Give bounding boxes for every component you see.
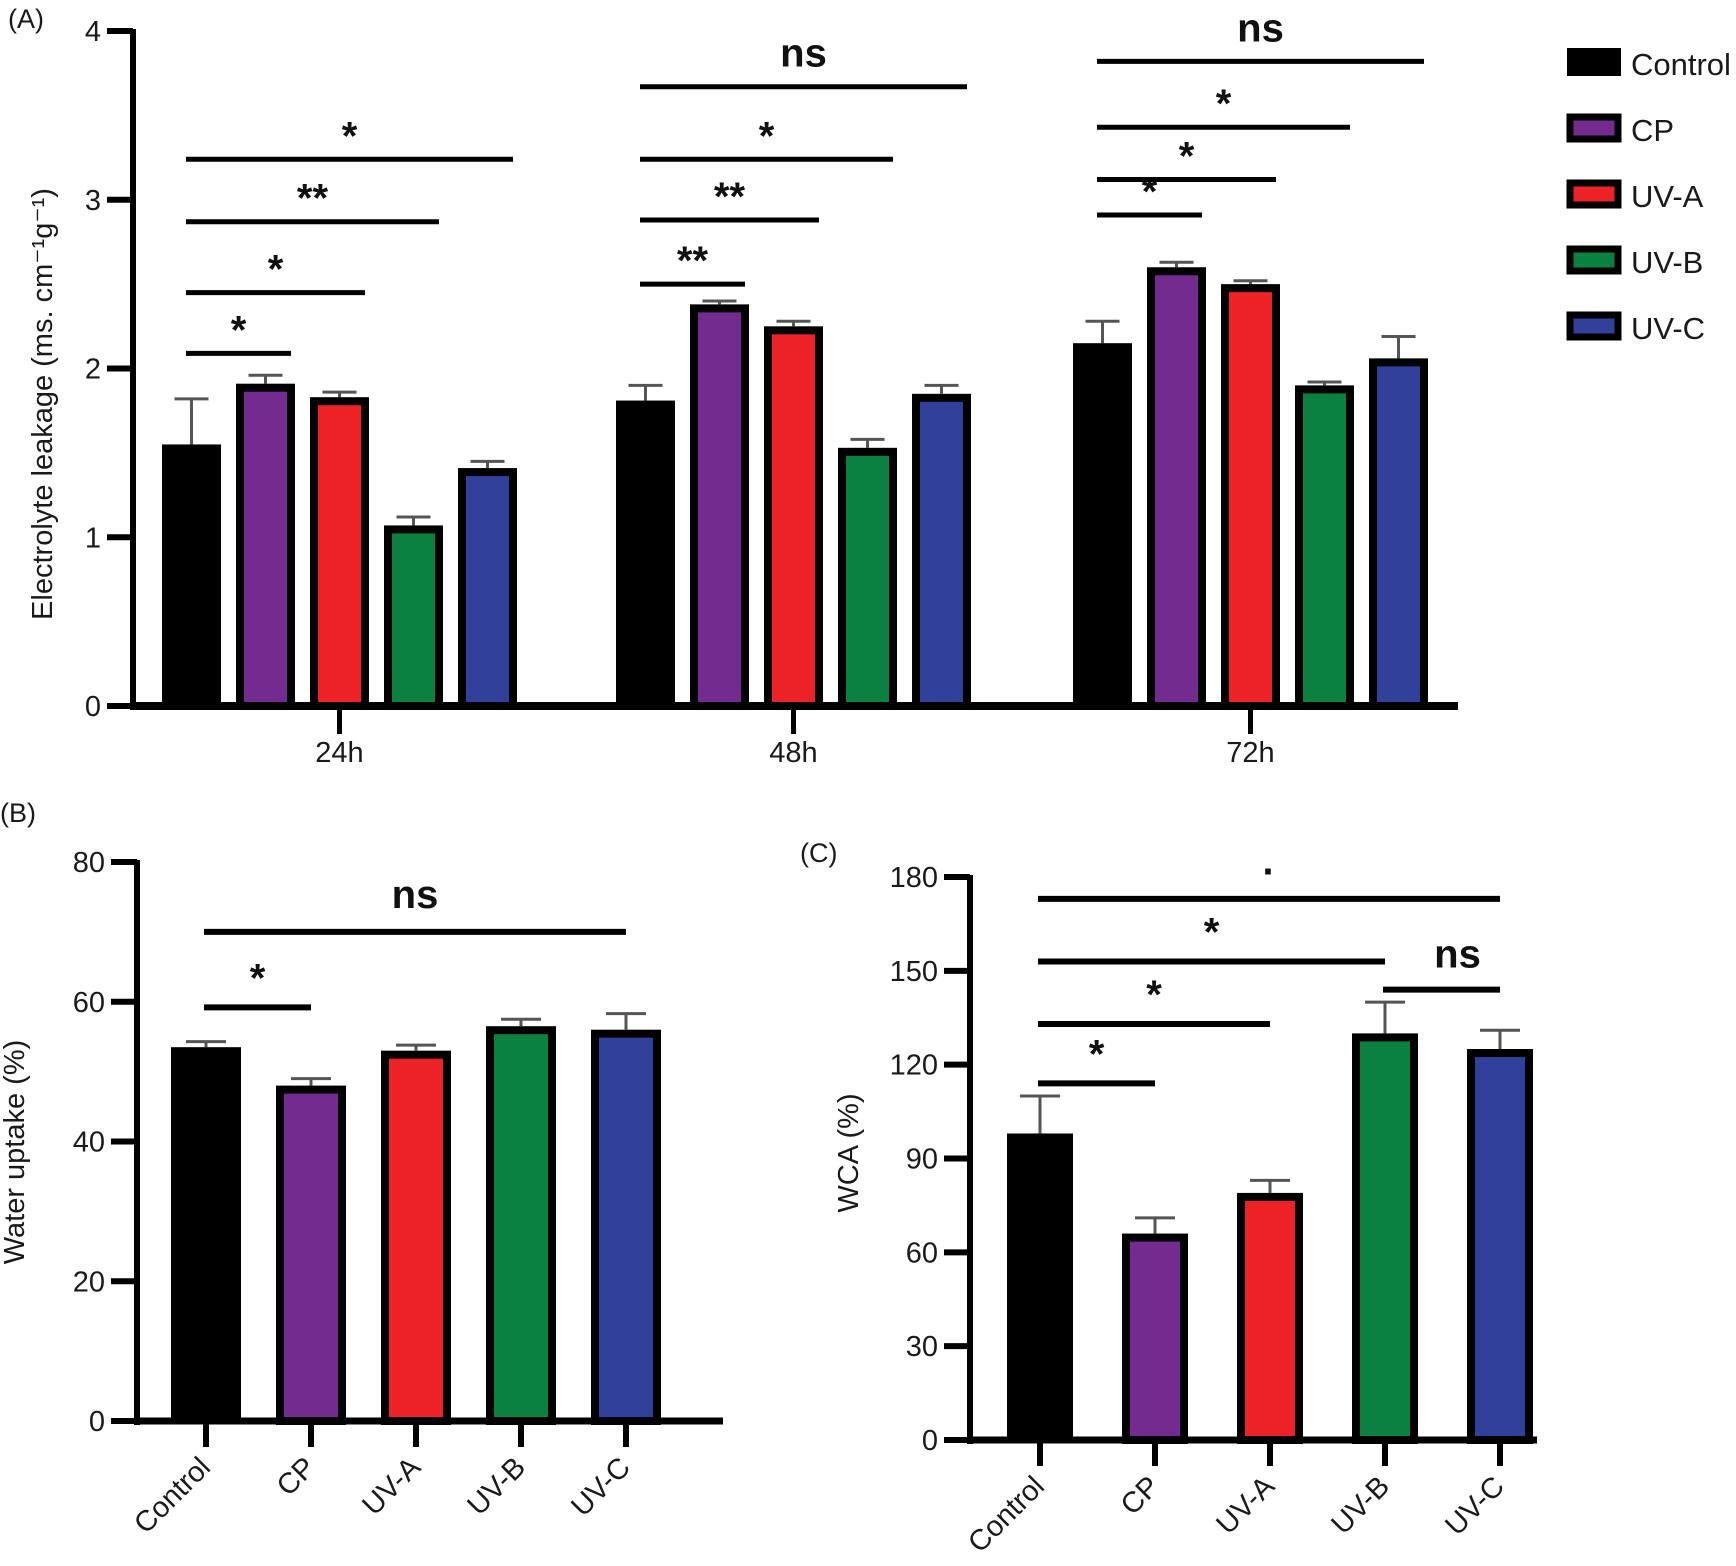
y-axis-label: Electrolyte leakage (ms. cm⁻¹g⁻¹) xyxy=(27,188,59,620)
y-tick-label: 80 xyxy=(73,847,105,879)
y-tick-label: 0 xyxy=(922,1425,938,1457)
significance-label: * xyxy=(231,308,247,352)
y-tick-label: 2 xyxy=(85,354,101,386)
y-tick-label: 0 xyxy=(85,691,101,723)
x-tick-label: UV-C xyxy=(1439,1470,1511,1542)
panel-label: (C) xyxy=(800,838,837,868)
y-tick-label: 1 xyxy=(85,522,101,554)
bar-uv-a-48h xyxy=(764,326,823,710)
bar-cp-72h xyxy=(1147,267,1206,710)
significance-label: * xyxy=(342,114,358,158)
significance-label: ns xyxy=(392,873,439,917)
y-tick-label: 20 xyxy=(73,1266,105,1298)
panel-a: (A) 0 1 2 3 4 Electrolyte leakage (ms. cm⁻¹g⁻¹… xyxy=(8,4,1458,769)
bar-uv-b-48h xyxy=(838,447,897,710)
significance-label: * xyxy=(1146,973,1162,1017)
x-tick-label: CP xyxy=(1115,1470,1166,1521)
x-tick-label: Control xyxy=(962,1470,1051,1559)
significance-label: * xyxy=(1179,135,1195,179)
panel-b: (B) 0 20 40 60 80 Water uptake (%) Control CP UV-… xyxy=(0,798,723,1540)
bar-uv-b xyxy=(486,1026,556,1426)
x-tick-label: UV-A xyxy=(1210,1470,1281,1541)
panel-label: (B) xyxy=(0,798,36,828)
significance-label: * xyxy=(1089,1032,1105,1076)
bar-control-48h xyxy=(616,400,675,706)
y-tick-label: 40 xyxy=(73,1127,105,1159)
y-axis-label: Water uptake (%) xyxy=(0,1040,31,1265)
bar-uv-b xyxy=(1352,1033,1418,1445)
legend-label-uv-c: UV-C xyxy=(1631,311,1705,346)
legend-label-uv-b: UV-B xyxy=(1631,245,1703,280)
x-tick-label: UV-C xyxy=(565,1451,637,1523)
legend-label-uv-a: UV-A xyxy=(1631,179,1704,214)
bar-uv-a xyxy=(1237,1192,1303,1444)
x-tick-label: UV-B xyxy=(1325,1470,1395,1540)
bar-uv-a-24h xyxy=(310,397,369,710)
y-tick-label: 0 xyxy=(89,1406,105,1438)
bar-cp xyxy=(276,1085,346,1425)
y-tick-label: 3 xyxy=(85,185,101,217)
bar-cp-24h xyxy=(236,383,295,710)
y-tick-label: 30 xyxy=(906,1331,938,1363)
bar-control xyxy=(171,1047,241,1421)
bar-control-24h xyxy=(162,444,221,706)
y-tick-label: 180 xyxy=(890,862,938,894)
bar-uv-b-72h xyxy=(1295,385,1354,710)
significance-label: ns xyxy=(1237,6,1284,50)
significance-label: · xyxy=(1262,850,1275,894)
bar-control xyxy=(1007,1133,1073,1440)
legend-swatch-uv-b xyxy=(1566,245,1622,275)
y-tick-label: 60 xyxy=(906,1237,938,1269)
y-tick-label: 90 xyxy=(906,1144,938,1176)
significance-label: * xyxy=(1142,170,1158,214)
significance-label: ns xyxy=(780,32,827,76)
x-tick-label: Control xyxy=(128,1451,217,1540)
y-tick-label: 4 xyxy=(85,16,101,48)
x-tick-label: UV-B xyxy=(461,1451,531,1521)
bar-cp-48h xyxy=(690,304,749,710)
y-tick-label: 60 xyxy=(73,987,105,1019)
significance-label: * xyxy=(268,248,284,292)
bar-uv-c-24h xyxy=(458,468,517,710)
x-tick-label: 72h xyxy=(1226,737,1274,769)
significance-label: * xyxy=(250,956,266,1000)
significance-label: ns xyxy=(1434,933,1481,977)
legend-swatch-control xyxy=(1567,48,1621,76)
y-axis-label: WCA (%) xyxy=(833,1093,865,1212)
legend: Control CP UV-A UV-B UV-C xyxy=(1566,47,1731,346)
bar-control-72h xyxy=(1073,343,1132,706)
bar-uv-c xyxy=(1467,1049,1533,1445)
legend-swatch-uv-c xyxy=(1566,311,1622,341)
x-tick-label: 48h xyxy=(769,737,817,769)
significance-label: * xyxy=(759,114,775,158)
bar-uv-a xyxy=(381,1050,451,1425)
significance-label: ** xyxy=(714,175,746,219)
bar-uv-c-48h xyxy=(912,393,971,710)
y-tick-label: 150 xyxy=(890,956,938,988)
significance-label: ** xyxy=(677,239,709,283)
legend-swatch-uv-a xyxy=(1566,179,1622,209)
legend-swatch-cp xyxy=(1566,113,1622,143)
x-tick-label: CP xyxy=(271,1451,322,1502)
bar-uv-a-72h xyxy=(1221,284,1280,710)
legend-label-cp: CP xyxy=(1631,113,1674,148)
panel-label: (A) xyxy=(8,4,44,34)
significance-label: * xyxy=(1204,910,1220,954)
panel-c: (C) 0 30 60 90 120 150 180 WCA (%) Control CP UV-A U… xyxy=(800,838,1537,1559)
legend-label-control: Control xyxy=(1631,47,1731,82)
bar-uv-c xyxy=(591,1029,661,1425)
significance-label: * xyxy=(1216,82,1232,126)
bar-cp xyxy=(1122,1233,1188,1444)
bar-uv-c-72h xyxy=(1369,358,1428,710)
y-tick-label: 120 xyxy=(890,1050,938,1082)
x-tick-label: UV-A xyxy=(356,1451,427,1522)
x-tick-label: 24h xyxy=(315,737,363,769)
bar-uv-b-24h xyxy=(384,525,443,710)
significance-label: ** xyxy=(297,177,329,221)
